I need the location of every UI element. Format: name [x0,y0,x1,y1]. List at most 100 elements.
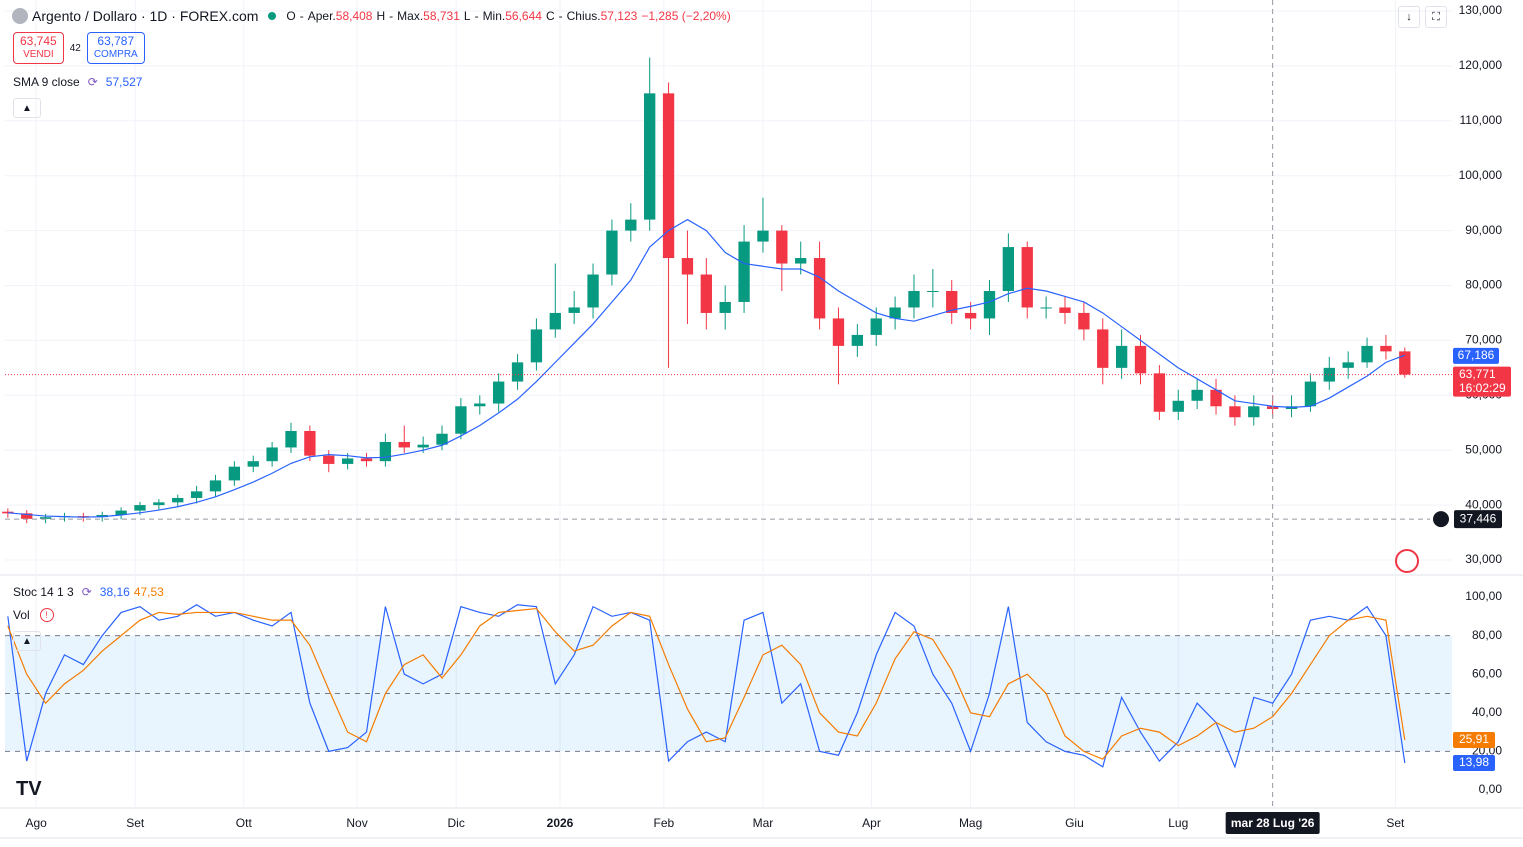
candle-body [360,458,373,462]
candle-body [1040,307,1052,309]
spread: 42 [69,42,81,54]
candle-body [323,455,335,464]
price-badge-label: 63,771 [1459,367,1496,381]
change-value: −1,285 (−2,20%) [641,9,731,23]
crosshair-badge [1454,510,1502,529]
x-tick-label: Feb [653,816,674,830]
date-badge [1225,812,1320,834]
candle-body [549,312,561,330]
candle-body [511,362,524,382]
candle-body [738,241,750,302]
candle-body [247,461,259,467]
candle-body [341,458,354,464]
y-tick-label: 0,00 [1479,782,1503,796]
price-badge [1453,366,1511,397]
download-button[interactable]: ↓ [1398,6,1420,28]
candle-body [266,447,278,462]
candle-body [1078,312,1090,330]
x-tick-label: Mag [959,816,982,830]
add-alert [1433,511,1449,528]
candle-body [1323,367,1335,382]
open-key: O [286,9,296,23]
candle-body [1115,345,1128,368]
candle-body [1342,362,1354,368]
high-label: Max. [397,9,424,23]
candle-body [1210,389,1222,407]
candle-body [889,307,901,319]
candle-body [115,510,127,515]
candle-body [700,274,712,313]
stoch-name: Stoc 14 1 3 [13,585,74,599]
candle-body [870,318,882,335]
symbol-title[interactable]: Argento / Dollaro · 1D · FOREX.com [32,8,259,24]
y-tick-label: 100,000 [1459,168,1503,182]
sma-badge-label: 67,186 [1458,348,1495,362]
logo[interactable]: TV [16,778,42,800]
candle-body [1153,373,1166,412]
candle-body [530,329,543,363]
candle-body [681,258,694,275]
candle-body [908,290,920,308]
candle-body [492,381,505,404]
low-label: Min. [482,9,506,23]
sma-legend[interactable]: SMA 9 close ⟳ 57,527 [13,75,142,89]
high-key: H [376,9,386,23]
candle-body [190,491,203,498]
vol-legend[interactable]: Vol ! [13,608,54,622]
sell-button[interactable]: 63,745 VENDI [13,32,64,64]
open-label: Aper. [307,9,336,23]
candle-body [983,290,996,319]
y-tick-label: 30,000 [1465,552,1502,566]
x-tick-label: Ott [236,816,253,830]
trade-buttons: 63,745 VENDI 42 63,787 COMPRA [13,32,145,64]
low-key: L [463,9,471,23]
sma-value: 57,527 [105,75,143,89]
candle-body [662,93,675,259]
market-status [268,12,277,20]
candle-body [1172,400,1184,412]
x-tick-label: Nov [346,816,367,830]
sma-icon: ⟳ [87,75,98,89]
vol-warning: ! [39,608,54,622]
x-tick-label: Lug [1168,816,1188,830]
candle-body [625,219,637,231]
date-badge-label: mar 28 Lug '26 [1231,816,1315,830]
y-tick-label: 130,000 [1459,3,1503,17]
header: Argento / Dollaro · 1D · FOREX.com O- Ap… [12,8,731,24]
y-tick-label: 40,00 [1472,705,1502,719]
candle-body [1248,406,1260,418]
stoch-line [7,604,1406,769]
y-tick-label: 70,000 [1465,333,1502,347]
candle-body [832,318,845,346]
candle-body [927,290,939,292]
candle-body [2,511,14,514]
y-tick-label: 110,000 [1460,113,1503,127]
candle-body [474,403,486,407]
x-tick-label: Ago [25,816,47,830]
candle-body [172,497,184,503]
y-tick-label: 60,00 [1472,666,1502,680]
collapse-button[interactable]: ▲ [13,631,41,651]
candle-body [606,230,618,275]
candle-body [587,274,599,308]
close-value: 57,123 [600,9,638,23]
x-tick-label: Set [126,816,145,830]
y-tick-label: 100,00 [1465,589,1502,603]
sell-price: 63,745 [20,34,57,48]
stoch-legend[interactable]: Stoc 14 1 3 ⟳ 38,16 47,53 [13,585,164,599]
candle-body [568,307,580,313]
stoch-icon: ⟳ [81,585,92,599]
buy-button[interactable]: 63,787 COMPRA [86,32,145,64]
collapse-button[interactable]: ▲ [13,98,41,118]
stoch-badge [1453,731,1495,748]
y-tick-label: 80,000 [1465,278,1502,292]
fullscreen-button[interactable]: ⛶ [1425,6,1447,28]
candle-body [1380,345,1392,352]
open-value: 58,408 [335,9,373,23]
low-value: 56,644 [505,9,542,23]
vol-name: Vol [13,608,30,622]
candle-body [1059,307,1071,313]
candle-body [134,505,146,511]
